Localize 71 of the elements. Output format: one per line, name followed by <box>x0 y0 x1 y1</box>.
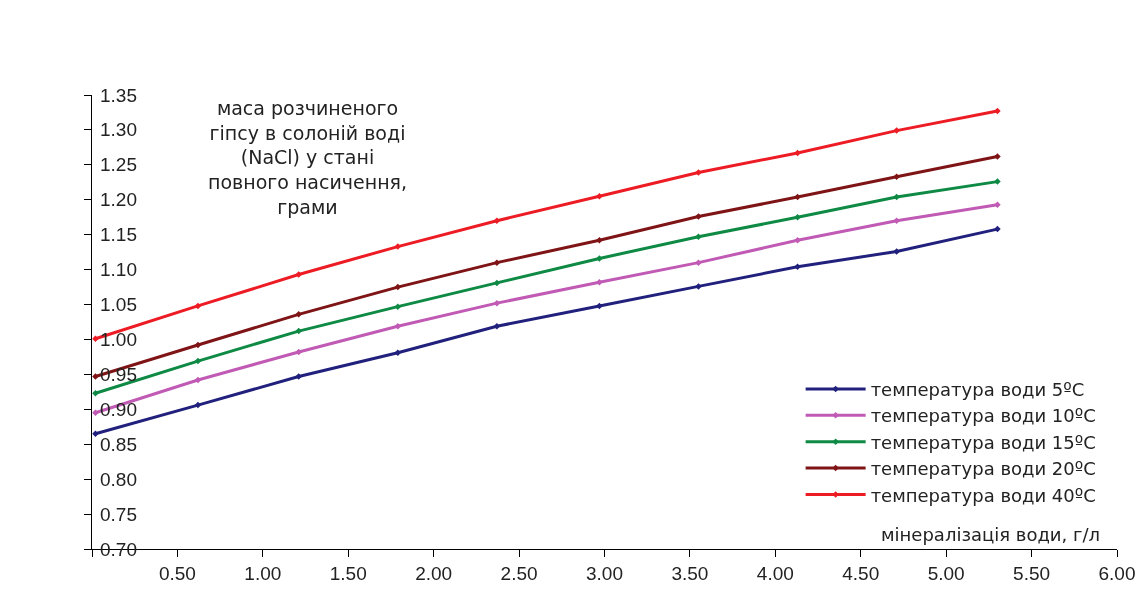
point <box>394 243 402 250</box>
point <box>92 335 99 343</box>
point <box>794 237 801 244</box>
legend-label: температура води 20ºC <box>870 458 1096 480</box>
x-tick-label: 5.50 <box>1013 562 1051 584</box>
y-tick-label: 0.80 <box>100 469 137 490</box>
point <box>92 430 99 437</box>
point <box>493 217 501 224</box>
point <box>295 373 302 380</box>
legend-label: температура води 5ºC <box>870 378 1085 400</box>
point <box>994 201 1001 208</box>
point <box>394 283 402 291</box>
y-tick-label: 1.10 <box>100 259 137 280</box>
y-tick-label: 1.00 <box>100 329 137 350</box>
point <box>92 373 99 380</box>
x-tick-label: 4.00 <box>756 562 794 584</box>
y-axis-title: маса розчиненого гіпсу в солоній воді (NaCl) у стані повного насичення, грами <box>208 97 408 218</box>
point <box>596 278 603 286</box>
point <box>493 299 501 307</box>
point <box>394 349 402 356</box>
x-tick-label: 1.50 <box>329 562 367 584</box>
y-tick-label: 0.85 <box>100 434 137 455</box>
x-tick-label: 0.50 <box>158 562 196 584</box>
x-tick-label: 5.00 <box>927 562 965 584</box>
point <box>92 409 99 417</box>
x-tick-label: 3.00 <box>586 562 623 584</box>
y-tick-label: 1.15 <box>100 224 137 245</box>
point <box>295 271 302 278</box>
point <box>893 173 900 180</box>
point <box>295 327 302 335</box>
point <box>695 233 702 241</box>
point <box>194 357 202 365</box>
point <box>794 213 801 221</box>
y-tick-label: 1.30 <box>100 119 137 140</box>
y-tick-label: 0.75 <box>100 504 137 525</box>
point <box>394 322 402 330</box>
legend-label: температура води 15ºC <box>870 431 1096 453</box>
point <box>596 255 603 262</box>
point <box>695 283 702 290</box>
point <box>194 376 202 384</box>
point <box>994 153 1001 160</box>
y-tick-label: 1.35 <box>100 85 137 106</box>
point <box>194 341 202 349</box>
point <box>394 303 402 310</box>
point <box>893 127 900 134</box>
point <box>994 178 1001 185</box>
x-axis-title: мінералізація води, г/л <box>881 524 1101 545</box>
point <box>194 401 202 409</box>
point <box>695 259 702 266</box>
x-tick-label: 4.50 <box>842 562 880 584</box>
point <box>893 248 900 255</box>
point <box>695 213 702 220</box>
x-tick-label: 2.00 <box>415 562 453 584</box>
y-tick-label: 1.05 <box>100 294 137 315</box>
y-tick-label: 1.25 <box>100 154 137 175</box>
x-tick-label: 2.50 <box>500 562 538 584</box>
point <box>596 237 603 244</box>
x-tick-label: 6.00 <box>1098 562 1136 584</box>
x-tick-label: 1.00 <box>244 562 282 584</box>
x-tick-label: 3.50 <box>671 562 709 584</box>
legend-label: температура води 10ºC <box>870 405 1096 427</box>
point <box>295 311 302 318</box>
y-tick-label: 1.20 <box>100 189 137 210</box>
point <box>893 217 900 224</box>
point <box>493 279 501 287</box>
point <box>92 389 99 397</box>
point <box>695 169 702 176</box>
point <box>493 322 501 330</box>
point <box>596 193 603 200</box>
point <box>194 302 202 310</box>
legend-label: температура води 40ºC <box>870 484 1096 506</box>
